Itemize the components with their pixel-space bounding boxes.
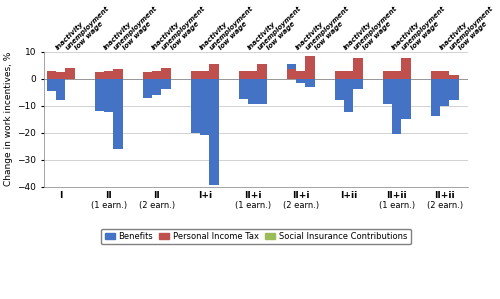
- Bar: [200, 71, 209, 79]
- Bar: [430, 71, 440, 79]
- Text: low wage: low wage: [74, 20, 104, 51]
- Bar: [334, 71, 344, 79]
- Bar: [354, 79, 362, 89]
- Text: inactivity: inactivity: [103, 20, 133, 51]
- Text: (1 earn.): (1 earn.): [90, 202, 127, 210]
- Text: unemployment: unemployment: [208, 5, 254, 51]
- Text: low wage: low wage: [458, 20, 488, 51]
- Bar: [258, 79, 266, 104]
- Bar: [450, 79, 458, 100]
- Bar: [440, 71, 450, 79]
- Text: low wage: low wage: [362, 20, 392, 51]
- Text: inactivity: inactivity: [246, 20, 277, 51]
- Bar: [296, 79, 306, 83]
- Bar: [56, 72, 66, 79]
- Bar: [114, 79, 122, 149]
- Bar: [392, 79, 402, 134]
- Bar: [238, 71, 248, 79]
- Bar: [152, 79, 162, 95]
- Bar: [248, 71, 258, 79]
- Bar: [440, 79, 450, 106]
- Bar: [430, 79, 440, 116]
- Bar: [210, 79, 218, 185]
- Text: (1 earn.): (1 earn.): [234, 202, 271, 210]
- Bar: [382, 79, 392, 104]
- Bar: [306, 79, 314, 87]
- Text: inactivity: inactivity: [438, 20, 469, 51]
- Text: inactivity: inactivity: [55, 20, 86, 51]
- Text: (2 earn.): (2 earn.): [426, 202, 462, 210]
- Bar: [210, 64, 218, 79]
- Bar: [114, 69, 122, 79]
- Text: (1 earn.): (1 earn.): [378, 202, 414, 210]
- Text: (2 earn.): (2 earn.): [282, 202, 319, 210]
- Bar: [354, 58, 362, 79]
- Text: inactivity: inactivity: [342, 20, 373, 51]
- Bar: [200, 79, 209, 135]
- Bar: [334, 79, 344, 100]
- Bar: [258, 64, 266, 79]
- Bar: [392, 71, 402, 79]
- Bar: [104, 71, 114, 79]
- Bar: [248, 79, 258, 104]
- Text: low wage: low wage: [218, 20, 248, 51]
- Bar: [162, 79, 170, 89]
- Bar: [190, 71, 200, 79]
- Text: unemployment: unemployment: [256, 5, 302, 51]
- Bar: [286, 69, 296, 79]
- Bar: [306, 56, 314, 79]
- Bar: [344, 79, 354, 112]
- Bar: [142, 72, 152, 79]
- Bar: [238, 79, 248, 99]
- Bar: [402, 79, 410, 119]
- Bar: [450, 75, 458, 79]
- Bar: [56, 79, 66, 100]
- Text: unemployment: unemployment: [112, 5, 158, 51]
- Text: unemployment: unemployment: [352, 5, 398, 51]
- Bar: [296, 71, 306, 79]
- Text: (2 earn.): (2 earn.): [138, 202, 175, 210]
- Text: low wage: low wage: [122, 20, 152, 51]
- Text: low wage: low wage: [410, 20, 440, 51]
- Text: low wage: low wage: [314, 20, 344, 51]
- Text: unemployment: unemployment: [400, 5, 446, 51]
- Bar: [66, 68, 75, 79]
- Text: low wage: low wage: [170, 20, 200, 51]
- Bar: [162, 68, 170, 79]
- Bar: [190, 79, 200, 133]
- Legend: Benefits, Personal Income Tax, Social Insurance Contributions: Benefits, Personal Income Tax, Social In…: [102, 228, 410, 244]
- Bar: [286, 64, 296, 79]
- Text: inactivity: inactivity: [150, 20, 181, 51]
- Text: inactivity: inactivity: [198, 20, 229, 51]
- Bar: [382, 71, 392, 79]
- Text: low wage: low wage: [266, 20, 296, 51]
- Text: unemployment: unemployment: [448, 5, 494, 51]
- Bar: [402, 58, 410, 79]
- Bar: [47, 71, 56, 79]
- Text: unemployment: unemployment: [304, 5, 350, 51]
- Text: unemployment: unemployment: [160, 5, 206, 51]
- Bar: [95, 79, 104, 111]
- Text: inactivity: inactivity: [390, 20, 421, 51]
- Y-axis label: Change in work incentives, %: Change in work incentives, %: [4, 52, 13, 186]
- Bar: [47, 79, 56, 91]
- Text: inactivity: inactivity: [294, 20, 325, 51]
- Text: unemployment: unemployment: [64, 5, 110, 51]
- Bar: [95, 72, 104, 79]
- Bar: [344, 71, 354, 79]
- Bar: [104, 79, 114, 112]
- Bar: [142, 79, 152, 97]
- Bar: [152, 71, 162, 79]
